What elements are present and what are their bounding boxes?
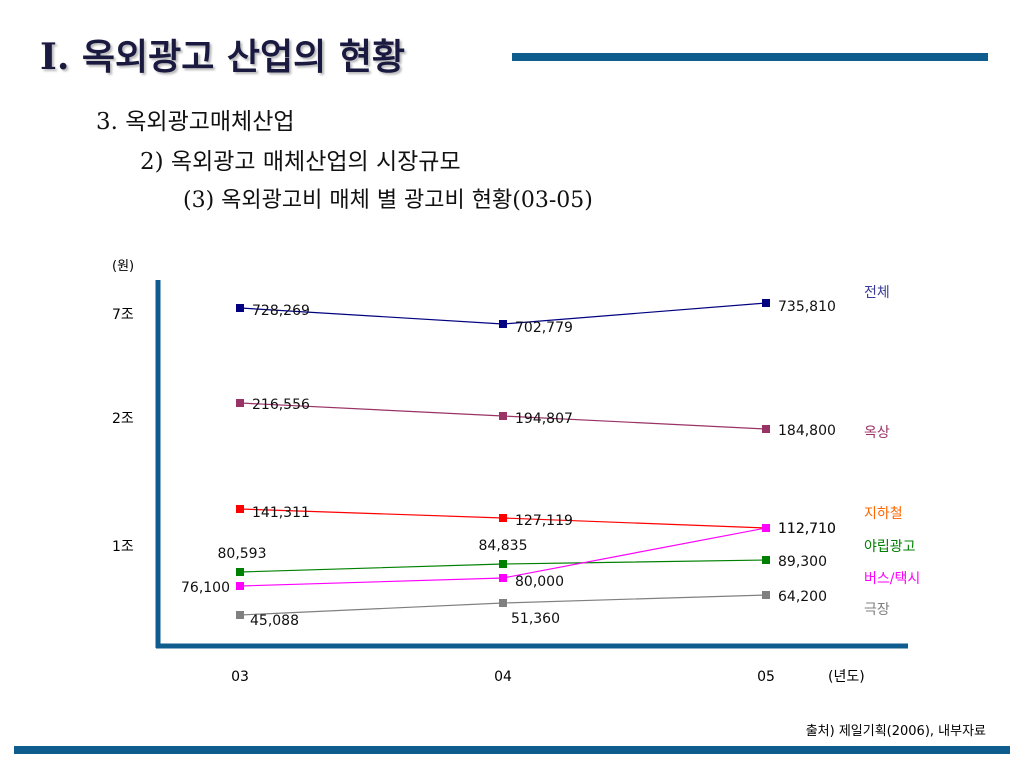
data-label: 141,311 [252,505,310,521]
data-point-marker [499,320,507,328]
data-point-marker [499,514,507,522]
legend-entry: 옥상 [864,425,890,441]
data-label: 216,556 [252,397,310,413]
data-label: 45,088 [250,613,299,629]
data-label: 184,800 [778,423,836,439]
data-point-marker [762,556,770,564]
data-point-marker [236,304,244,312]
subtitle-section: 3. 옥외광고매체산업 [96,109,295,135]
x-tick-label: 05 [757,669,775,685]
data-point-marker [499,412,507,420]
y-tick-label: 2조 [112,411,134,427]
data-label: 80,000 [515,574,564,590]
data-label: 702,779 [515,320,573,336]
data-point-marker [762,524,770,532]
data-label: 76,100 [181,580,230,596]
data-label: 112,710 [778,521,836,537]
data-label: 112,710 [778,521,836,537]
legend-entry: 전체 [864,285,890,301]
legend-entry: 극장 [864,602,890,618]
data-point-marker [762,299,770,307]
x-axis-unit-label: (년도) [828,669,865,685]
data-point-marker [236,505,244,513]
data-point-marker [236,582,244,590]
data-label: 80,593 [218,546,267,562]
legend-entry: 야립광고 [864,539,916,555]
data-label: 127,119 [515,513,573,529]
data-point-marker [499,574,507,582]
x-tick-label: 04 [494,669,512,685]
data-label: 728,269 [252,303,310,319]
x-tick-label: 03 [231,669,249,685]
title-rule [512,53,988,61]
data-label: 84,835 [479,538,528,554]
y-tick-label: 1조 [112,539,134,555]
legend-entry: 지하철 [864,506,903,522]
data-label: 64,200 [778,589,827,605]
slide-title: I. 옥외광고 산업의 현황 [40,36,406,78]
y-tick-label: 7조 [112,307,134,323]
subtitle-subsection: 2) 옥외광고 매체산업의 시장규모 [140,149,461,175]
bottom-rule [14,746,1010,754]
legend-entry: 버스/택시 [864,571,920,587]
data-label: 735,810 [778,299,836,315]
data-point-marker [762,425,770,433]
data-point-marker [236,568,244,576]
data-point-marker [762,591,770,599]
data-label: 194,807 [515,411,573,427]
data-label: 51,360 [511,611,560,627]
subtitle-chart-heading: (3) 옥외광고비 매체 별 광고비 현황(03-05) [183,188,593,213]
data-point-marker [499,599,507,607]
data-point-marker [236,611,244,619]
data-point-marker [499,560,507,568]
y-axis-unit-label: (원) [112,259,134,274]
data-label: 89,300 [778,554,827,570]
source-note: 출처) 제일기획(2006), 내부자료 [805,724,986,739]
data-point-marker [236,399,244,407]
